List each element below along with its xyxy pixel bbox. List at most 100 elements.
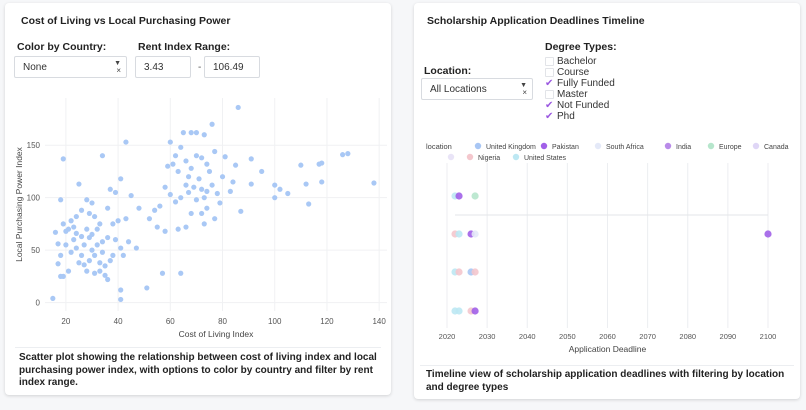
scatter-point <box>105 276 111 283</box>
degree-checkbox-bachelor[interactable]: Bachelor <box>545 56 596 67</box>
scatter-point <box>199 210 205 217</box>
checkmark-icon[interactable]: ✔ <box>545 111 554 122</box>
scatter-point <box>123 139 129 145</box>
scatter-point <box>110 252 116 258</box>
scatter-point <box>185 189 192 196</box>
legend-marker <box>540 142 548 150</box>
scatter-point <box>125 239 132 245</box>
scatter-point <box>180 130 186 136</box>
scatter-point <box>52 229 59 235</box>
scatter-point <box>123 216 129 222</box>
scatter-point <box>146 216 153 222</box>
divider <box>15 347 381 348</box>
x-tick-label: 40 <box>114 317 123 326</box>
scatter-point <box>60 156 66 162</box>
scatter-point <box>60 221 66 227</box>
scatter-point <box>222 154 228 160</box>
scatter-point <box>201 221 207 227</box>
scatter-point <box>178 270 184 276</box>
color-by-select[interactable]: None ▼ × <box>14 56 127 78</box>
degree-label: Not Funded <box>557 100 610 111</box>
scatter-point <box>272 195 278 201</box>
rent-min-input[interactable]: 3.43 <box>135 56 191 78</box>
legend-label: South Africa <box>606 144 644 151</box>
scatter-point <box>97 268 103 274</box>
x-tick-label: 60 <box>166 317 175 326</box>
checkmark-icon[interactable]: ✔ <box>545 78 554 89</box>
degree-label: Fully Funded <box>557 78 615 89</box>
rent-range-label: Rent Index Range: <box>138 41 231 53</box>
scatter-point <box>144 285 150 291</box>
scatter-point <box>118 287 124 293</box>
checkbox-empty-icon[interactable] <box>545 57 554 66</box>
y-tick-label: 100 <box>27 194 41 203</box>
degree-checkbox-master[interactable]: Master <box>545 89 588 100</box>
scatter-point <box>316 161 322 167</box>
x-tick-label: 20 <box>61 317 70 326</box>
degree-checkbox-phd[interactable]: ✔ Phd <box>545 111 575 122</box>
scatter-point <box>97 221 103 227</box>
scatter-point <box>118 176 124 182</box>
scatter-point <box>157 203 163 209</box>
checkmark-icon[interactable]: ✔ <box>545 100 554 111</box>
scatter-point <box>71 237 77 243</box>
legend-label: Nigeria <box>478 155 500 162</box>
x-tick-label: 120 <box>320 317 334 326</box>
scatter-point <box>188 130 194 136</box>
chevron-down-icon[interactable]: ▼ <box>520 82 527 89</box>
scatter-point <box>55 261 61 267</box>
legend-label: United Kingdom <box>486 144 536 151</box>
scatter-point <box>86 258 92 264</box>
scatter-point <box>212 216 218 222</box>
scatter-point <box>105 234 111 241</box>
legend-title: location <box>426 142 452 151</box>
scatter-point <box>73 245 79 251</box>
y-tick-label: 50 <box>31 246 40 255</box>
scatter-point <box>235 104 241 111</box>
x-tick-label: 80 <box>218 317 227 326</box>
scatter-point <box>162 184 168 190</box>
scatter-point <box>89 247 95 253</box>
scatter-point <box>110 221 116 227</box>
scatter-point <box>178 195 184 201</box>
x-tick-label: 2040 <box>519 332 536 341</box>
scatter-point <box>298 162 304 168</box>
legend-label: United States <box>524 155 567 162</box>
degree-checkbox-course[interactable]: Course <box>545 67 589 78</box>
scatter-card: Cost of Living vs Local Purchasing Power… <box>5 3 391 395</box>
scatter-point <box>78 207 85 213</box>
legend-label: India <box>676 144 691 151</box>
clear-icon[interactable]: × <box>522 88 527 97</box>
checkbox-empty-icon[interactable] <box>545 90 554 99</box>
chevron-down-icon[interactable]: ▼ <box>114 60 121 67</box>
divider <box>420 365 794 366</box>
scatter-point <box>199 155 205 161</box>
scatter-point <box>105 205 111 211</box>
y-axis-label: Local Purchasing Power Index <box>14 146 24 262</box>
scatter-point <box>345 151 351 157</box>
scatter-point <box>92 270 98 276</box>
clear-icon[interactable]: × <box>116 66 121 75</box>
scatter-point <box>102 263 108 269</box>
x-tick-label: 2070 <box>639 332 656 341</box>
degree-checkbox-fully-funded[interactable]: ✔ Fully Funded <box>545 78 615 89</box>
scatter-point <box>152 207 158 213</box>
scatter-point <box>86 210 92 217</box>
scatter-point <box>99 153 106 159</box>
scatter-point <box>165 163 171 169</box>
scatter-point <box>217 200 223 206</box>
scatter-point <box>58 197 64 203</box>
scatter-point <box>238 208 244 214</box>
checkbox-empty-icon[interactable] <box>545 68 554 77</box>
rent-max-input[interactable]: 106.49 <box>204 56 260 78</box>
scatter-point <box>76 181 82 187</box>
degree-checkbox-not-funded[interactable]: ✔ Not Funded <box>545 100 609 111</box>
scatter-point <box>204 161 210 167</box>
scatter-point <box>115 218 121 224</box>
location-select[interactable]: All Locations ▼ × <box>421 78 533 100</box>
scatter-point <box>94 226 100 232</box>
scatter-point <box>89 200 95 206</box>
scatter-point <box>84 226 90 232</box>
scatter-point <box>212 148 218 155</box>
scatter-point <box>99 249 106 255</box>
